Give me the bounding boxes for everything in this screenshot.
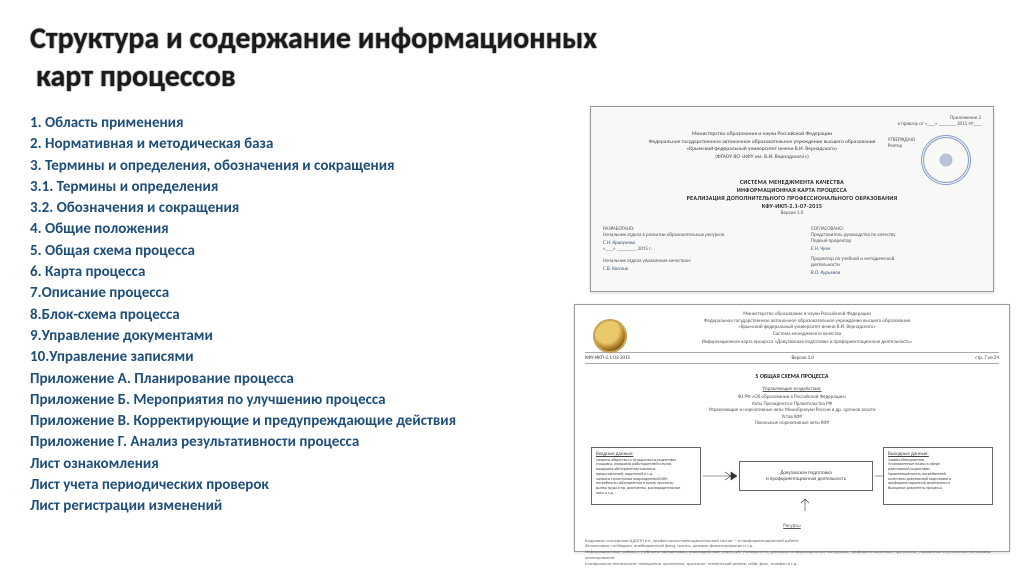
doc2-resources-label: Ресурсы (585, 523, 999, 529)
doc2-bar-mid: Версия 1.0 (791, 355, 813, 361)
doc2-header: Министерство образования и науки Российс… (625, 311, 989, 337)
doc1-title1: СИСТЕМА МЕНЕДЖМЕНТА КАЧЕСТВА (603, 178, 981, 186)
slide-title: Структура и содержание информационных ка… (30, 20, 994, 95)
list-item: 8.Блок-схема процесса (30, 305, 590, 326)
doc1-code: КФУ-ИКП-2.1-07-2015 (603, 202, 981, 210)
content-list: 1. Область применения2. Нормативная и ме… (30, 113, 590, 518)
doc2-upr-text: ФЗ РФ «Об образовании в Российской Федер… (585, 394, 999, 427)
flow-output-box: Выходные данные: Заявки абитуриентов Уст… (883, 447, 993, 505)
doc1-right-name2: В.О. Курьянов (811, 270, 981, 276)
flow-input-body: запросы общества и государства на подгот… (596, 459, 696, 497)
doc1-qc-name: С.В. Костик (603, 266, 773, 272)
doc2-section-title: 5 ОБЩАЯ СХЕМА ПРОЦЕССА (585, 372, 999, 380)
list-item: 7.Описание процесса (30, 283, 590, 304)
doc1-qc-label: Начальник отдела управления качеством (603, 258, 773, 264)
doc-thumbnail-1: Приложение 2 к приказу от «___» _______ … (590, 106, 994, 292)
list-item: 3.1. Термины и определения (30, 177, 590, 198)
doc1-left-role: Начальник отдела в развитии образователь… (603, 232, 773, 238)
list-item: 3. Термины и определения, обозначения и … (30, 156, 590, 177)
flow-output-title: Выходные данные: (888, 451, 988, 457)
doc1-approve: УТВЕРЖДАЮ Ректор (888, 137, 915, 149)
title-line1: Структура и содержание информационных (30, 20, 597, 57)
arrow-up-icon (800, 495, 810, 511)
list-item: Лист учета периодических проверок (30, 475, 590, 496)
list-item: 4. Общие положения (30, 219, 590, 240)
list-item: 5. Общая схема процесса (30, 241, 590, 262)
doc1-ministry: Министерство образования и науки Российс… (603, 131, 921, 162)
list-item: 2. Нормативная и методическая база (30, 134, 590, 155)
doc2-bar-left: КФУ-ИКП-2.1-03-2015 (585, 355, 630, 361)
list-item: Лист регистрации изменений (30, 496, 590, 517)
flow-process-box: Довузовская подготовка и профориентацион… (739, 461, 873, 491)
doc1-right-name1: Е.Н. Чуян (811, 246, 981, 252)
list-item: 1. Область применения (30, 113, 590, 134)
doc1-version: Версия 1.0 (603, 210, 981, 216)
list-item: Приложение В. Корректирующие и предупреж… (30, 411, 590, 432)
doc2-subheader: Информационная карта процесса «Довузовск… (625, 339, 989, 346)
doc1-topright: Приложение 2 к приказу от «___» _______ … (603, 115, 981, 127)
flow-process-text: Довузовская подготовка и профориентацион… (766, 470, 846, 482)
list-item: 10.Управление записями (30, 347, 590, 368)
flow-output-body: Заявки абитуриентов Установленные планы … (888, 459, 988, 493)
list-item: 9.Управление документами (30, 326, 590, 347)
doc1-right-role1: Представитель руководства по качеству Пе… (811, 232, 981, 244)
doc1-stamp-icon (921, 135, 971, 185)
doc1-right-role2: Проректор по учебной и методической деят… (811, 256, 981, 268)
list-item: 3.2. Обозначения и сокращения (30, 198, 590, 219)
list-item: Приложение Г. Анализ результативности пр… (30, 432, 590, 453)
doc1-title2: ИНФОРМАЦИОННАЯ КАРТА ПРОЦЕССА (603, 186, 981, 194)
title-line2: карт процессов (30, 58, 236, 95)
list-item: Лист ознакомления (30, 454, 590, 475)
doc-thumbnail-2: Министерство образования и науки Российс… (574, 304, 1010, 552)
arrow-icon (703, 471, 737, 481)
doc2-seal-icon (593, 319, 627, 353)
list-item: Приложение Б. Мероприятия по улучшению п… (30, 390, 590, 411)
flow-input-box: Входные данные: запросы общества и госуд… (591, 447, 701, 505)
doc2-bar-right: стр. 7 из 24 (975, 355, 999, 361)
doc2-flowchart: Входные данные: запросы общества и госуд… (585, 447, 999, 517)
list-item: 6. Карта процесса (30, 262, 590, 283)
flow-input-title: Входные данные: (596, 451, 696, 457)
doc1-left-date: «___» ________ 2015 г. (603, 246, 773, 252)
list-item: Приложение А. Планирование процесса (30, 369, 590, 390)
doc2-upr-label: Управляющие воздействия: (585, 386, 999, 393)
doc2-footer: Кадровые: сотрудники ЦДОПП и К, профессо… (585, 539, 999, 568)
doc1-title3: РЕАЛИЗАЦИЯ ДОПОЛНИТЕЛЬНОГО ПРОФЕССИОНАЛЬ… (603, 194, 981, 202)
